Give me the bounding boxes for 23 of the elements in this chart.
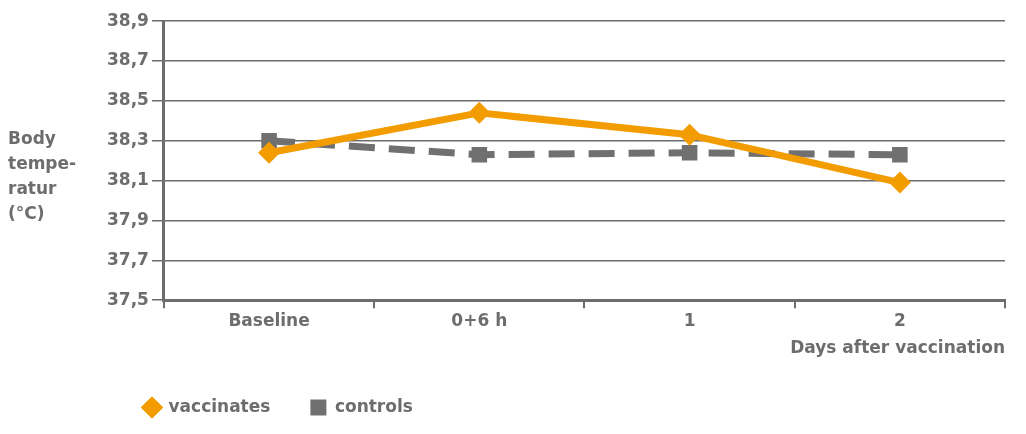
y-tick-label: 37,5 [106,288,149,309]
y-tick-label: 37,9 [106,208,149,229]
point [681,144,698,161]
x-tick-label: 1 [683,309,696,330]
point [258,141,281,164]
legend-label: vaccinates [168,395,271,416]
x-tick-label: Baseline [228,309,310,330]
point [892,146,908,163]
y-axis-title: Body tempe- ratur (°C) [8,127,78,225]
y-tick-label: 38,9 [106,9,149,30]
y-tick-label: 38,5 [106,89,149,110]
point [678,123,701,146]
point [468,101,491,124]
legend-label: controls [334,395,413,416]
x-tick-label: 0+6 h [451,309,508,330]
y-tick-label: 38,3 [106,129,149,150]
point [471,146,488,163]
x-tick-label: 2 [893,309,906,330]
x-axis-title: Days after vaccination [790,337,1005,358]
y-tick-label: 38,7 [106,49,149,70]
y-tick-label: 38,1 [106,169,149,190]
y-tick-label: 37,7 [106,248,149,269]
point [888,171,911,194]
